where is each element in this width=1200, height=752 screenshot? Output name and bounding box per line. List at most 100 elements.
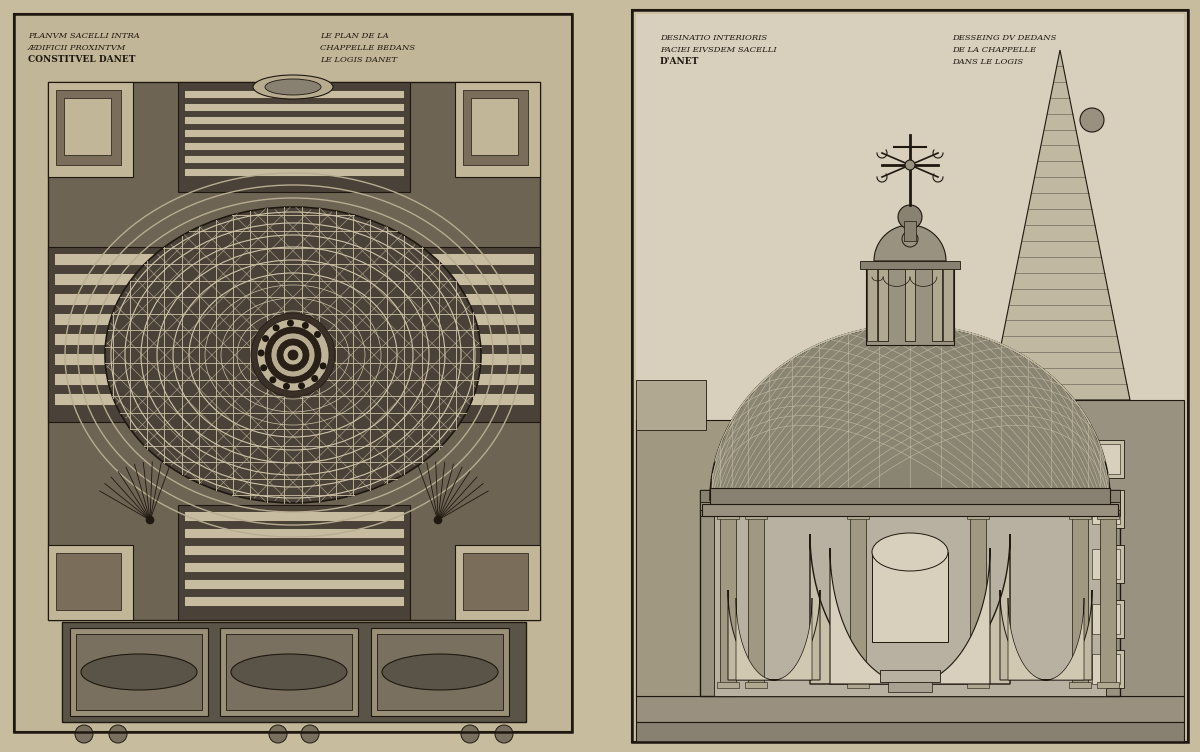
Bar [932, 269, 942, 341]
Circle shape [265, 327, 322, 383]
Bar [636, 14, 1184, 444]
Text: CONSTITVEL DANET: CONSTITVEL DANET [28, 55, 136, 64]
Circle shape [434, 516, 442, 524]
Circle shape [496, 725, 514, 743]
Bar [184, 142, 404, 150]
Bar [1088, 545, 1124, 583]
Circle shape [283, 383, 290, 390]
Bar [54, 313, 178, 325]
Circle shape [311, 375, 318, 382]
Bar [406, 247, 540, 422]
Bar [56, 90, 121, 165]
Bar [1097, 682, 1120, 688]
Bar [410, 273, 534, 285]
Text: PLANVM SACELLI INTRA: PLANVM SACELLI INTRA [28, 32, 139, 40]
Bar [14, 14, 572, 732]
Bar [184, 103, 404, 111]
Bar [54, 353, 178, 365]
Circle shape [898, 205, 922, 229]
Text: DESSEING DV DEDANS: DESSEING DV DEDANS [952, 34, 1056, 42]
Bar [714, 504, 1106, 696]
Bar [455, 82, 540, 177]
Bar [410, 333, 534, 345]
Bar [700, 490, 1120, 502]
Ellipse shape [253, 75, 334, 99]
Circle shape [74, 725, 94, 743]
Bar [1092, 549, 1120, 579]
Text: LE LOGIS DANET: LE LOGIS DANET [320, 56, 397, 64]
Bar [718, 682, 739, 688]
Bar [76, 634, 202, 710]
Bar [1069, 513, 1091, 519]
Bar [748, 516, 764, 686]
Ellipse shape [230, 654, 347, 690]
Bar [184, 129, 404, 137]
Bar [184, 116, 404, 124]
Circle shape [271, 333, 314, 377]
Bar [1088, 650, 1124, 688]
Text: D'ANET: D'ANET [660, 57, 700, 66]
Circle shape [251, 313, 335, 397]
Bar [720, 516, 736, 686]
Bar [710, 488, 1110, 506]
Bar [850, 516, 866, 686]
Bar [184, 511, 404, 521]
Bar [54, 293, 178, 305]
Polygon shape [736, 598, 812, 680]
Bar [410, 353, 534, 365]
Bar [904, 221, 916, 241]
Bar [70, 628, 208, 716]
Bar [64, 98, 112, 155]
Bar [888, 682, 932, 692]
Circle shape [461, 725, 479, 743]
Circle shape [283, 345, 302, 365]
Bar [1092, 444, 1120, 474]
Bar [967, 513, 989, 519]
Text: LE PLAN DE LA: LE PLAN DE LA [320, 32, 389, 40]
Bar [410, 393, 534, 405]
Bar [745, 513, 767, 519]
Bar [184, 579, 404, 589]
Bar [847, 513, 869, 519]
Bar [184, 562, 404, 572]
Bar [184, 168, 404, 176]
Circle shape [301, 725, 319, 743]
Bar [178, 505, 410, 620]
Bar [220, 628, 358, 716]
Bar [54, 273, 178, 285]
Polygon shape [810, 534, 1010, 684]
Bar [184, 155, 404, 163]
Circle shape [288, 350, 298, 360]
Bar [860, 261, 960, 269]
Bar [410, 293, 534, 305]
Bar [54, 393, 178, 405]
Bar [847, 682, 869, 688]
Bar [184, 528, 404, 538]
Bar [636, 722, 1184, 742]
Bar [48, 247, 182, 422]
Circle shape [905, 160, 916, 170]
Bar [54, 253, 178, 265]
Polygon shape [1008, 598, 1084, 680]
Bar [226, 634, 352, 710]
Circle shape [146, 516, 154, 524]
Bar [702, 504, 1118, 516]
Bar [866, 269, 877, 341]
Bar [878, 269, 888, 341]
Bar [967, 682, 989, 688]
Ellipse shape [82, 654, 197, 690]
Bar [1092, 654, 1120, 684]
Circle shape [1080, 108, 1104, 132]
Circle shape [277, 339, 310, 371]
Bar [410, 253, 534, 265]
Bar [371, 628, 509, 716]
Bar [184, 596, 404, 606]
Circle shape [272, 324, 280, 332]
Bar [48, 82, 133, 177]
Bar [1088, 490, 1124, 528]
Bar [54, 373, 178, 385]
Bar [700, 510, 1120, 516]
Bar [463, 90, 528, 165]
Bar [455, 545, 540, 620]
Polygon shape [874, 225, 946, 261]
